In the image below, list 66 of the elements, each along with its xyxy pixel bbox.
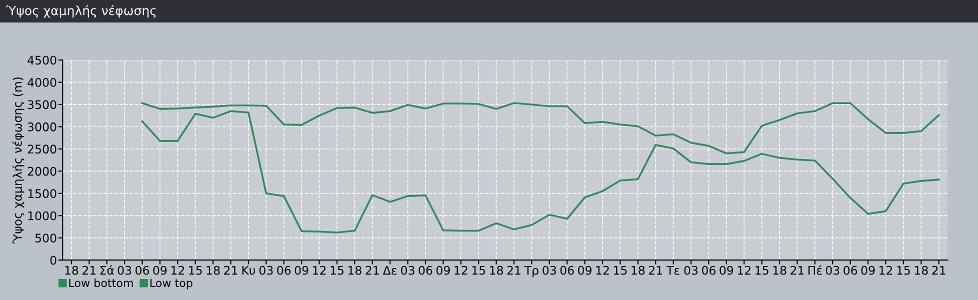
y-axis-title: Ύψος χαμηλής νέφωσης (m)	[12, 77, 24, 244]
x-tick-label: 21	[932, 266, 946, 275]
x-tick-label: 09	[436, 266, 450, 275]
x-tick-label: 18	[348, 266, 362, 275]
y-tick-label: 1500	[28, 189, 56, 198]
y-tick-label: 2500	[28, 144, 56, 154]
y-tick-label: 0	[50, 256, 56, 265]
legend-label: Low bottom	[69, 278, 133, 288]
x-tick-label: 18	[914, 266, 928, 275]
x-tick-label: 15	[189, 266, 202, 275]
x-tick-label: 21	[224, 266, 238, 275]
x-tick-label: 12	[171, 266, 184, 275]
x-tick-label: Τρ	[524, 266, 538, 278]
x-tick-label: 15	[756, 266, 768, 275]
x-tick-label: 09	[861, 266, 875, 275]
x-tick-label: 15	[897, 266, 910, 275]
y-tick-label: 1000	[28, 211, 56, 220]
x-tick-label: Τε	[666, 266, 680, 275]
x-tick-label: 06	[702, 266, 716, 275]
x-tick-label: Πέ	[808, 265, 822, 275]
x-tick-label: 09	[578, 266, 592, 275]
legend-label: Low top	[150, 278, 192, 290]
x-tick-label: 12	[596, 266, 609, 275]
x-tick-label: 12	[880, 266, 892, 275]
x-tick-label: 03	[542, 266, 556, 275]
y-tick-label: 4000	[28, 78, 56, 87]
x-tick-label: 03	[826, 266, 840, 275]
x-tick-label: 06	[136, 266, 150, 275]
x-tick-label: 15	[614, 266, 627, 275]
x-tick-label: 15	[472, 266, 486, 275]
x-tick-label: Δε	[382, 266, 397, 275]
y-tick-label: 500	[35, 234, 56, 243]
x-tick-label: 09	[294, 266, 308, 275]
x-tick-label: 18	[490, 266, 503, 275]
x-tick-label: 18	[632, 266, 645, 275]
x-tick-label: 06	[418, 266, 432, 275]
line-series	[141, 102, 940, 154]
x-tick-label: 03	[684, 266, 698, 275]
x-tick-label: 03	[118, 266, 132, 275]
x-tick-label: Κυ	[242, 266, 256, 275]
x-tick-label: 06	[560, 266, 574, 275]
x-tick-label: 12	[454, 266, 468, 275]
x-tick-label: 03	[259, 266, 273, 275]
y-tick-label: 2000	[28, 166, 56, 176]
x-tick-label: 21	[507, 266, 520, 275]
x-tick-label: 15	[330, 266, 344, 275]
y-tick-label: 3000	[28, 122, 56, 132]
x-tick-label: 12	[738, 266, 750, 275]
x-tick-label: 18	[773, 266, 786, 275]
x-tick-label: Σά	[100, 265, 114, 275]
x-tick-label: 18	[206, 266, 220, 275]
x-tick-label: 21	[82, 266, 96, 275]
x-tick-label: 06	[844, 266, 858, 275]
x-tick-label: 09	[720, 266, 734, 275]
chart-title: Ύψος χαμηλής νέφωσης	[6, 5, 156, 18]
y-tick-label: 4500	[28, 56, 56, 65]
x-tick-label: 21	[790, 266, 804, 275]
x-tick-label: 03	[401, 266, 414, 275]
x-tick-label: 21	[366, 266, 379, 275]
x-tick-label: 06	[277, 266, 291, 275]
y-tick-label: 3500	[28, 100, 56, 110]
line-series	[141, 110, 940, 234]
x-tick-label: 18	[65, 266, 78, 275]
x-tick-label: 09	[153, 266, 167, 275]
x-tick-label: 21	[648, 266, 662, 275]
x-tick-label: 12	[313, 266, 326, 275]
